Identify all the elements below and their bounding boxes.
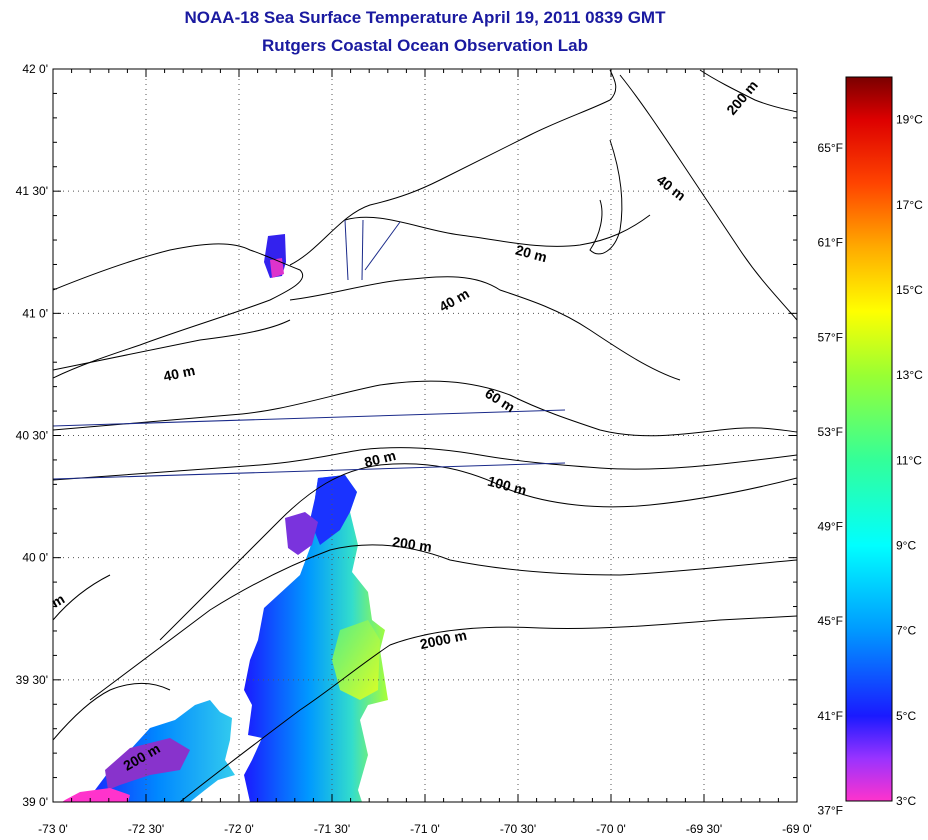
contour-40m-north [289, 276, 681, 381]
y-tick-label-0: 42 0' [22, 62, 48, 76]
contour-40m-west [53, 319, 291, 371]
celsius-label-8: 3°C [896, 794, 916, 808]
contour-southwest-slope [53, 574, 111, 621]
colorbar-fahrenheit-labels: 65°F 61°F 57°F 53°F 49°F 45°F 41°F 37°F [818, 141, 843, 817]
y-tick-label-2: 41 0' [22, 306, 48, 320]
celsius-label-2: 15°C [896, 283, 923, 297]
track-line-4 [361, 219, 364, 281]
contour-40m-cape [619, 74, 797, 321]
track-line-3 [344, 219, 349, 281]
x-tick-label-1: -72 30' [128, 822, 164, 836]
contour-label-5: 60 m [482, 385, 518, 415]
y-tick-label-5: 39 30' [16, 673, 48, 687]
map-frame [52, 68, 798, 803]
map-title: NOAA-18 Sea Surface Temperature April 19… [184, 8, 666, 27]
x-tick-label-5: -70 30' [500, 822, 536, 836]
contour-60m [53, 380, 797, 437]
track-line-1 [52, 409, 566, 427]
contour-100m [159, 463, 797, 641]
y-tick-label-1: 41 30' [16, 184, 48, 198]
coastline-ct-ri [289, 69, 617, 266]
temperature-colorbar: 65°F 61°F 57°F 53°F 49°F 45°F 41°F 37°F 19°C 17°… [818, 76, 923, 817]
sst-patch-main [244, 475, 388, 802]
contour-200m-southwest [53, 682, 171, 741]
bathymetry-contours [53, 69, 797, 802]
y-tick-label-4: 40 0' [22, 551, 48, 565]
sst-patch-purple-sw [105, 738, 190, 790]
x-tick-label-7: -69 30' [686, 822, 722, 836]
x-tick-label-2: -72 0' [224, 822, 254, 836]
celsius-label-0: 19°C [896, 113, 923, 127]
contour-label-6: 80 m [363, 447, 398, 470]
celsius-label-5: 9°C [896, 538, 916, 552]
x-tick-label-0: -73 0' [38, 822, 68, 836]
fahrenheit-label-1: 61°F [818, 236, 843, 250]
contour-80m [53, 447, 797, 481]
fahrenheit-label-5: 45°F [818, 614, 843, 628]
contour-label-8: 200 m [391, 533, 433, 554]
fahrenheit-label-6: 41°F [818, 709, 843, 723]
x-tick-label-4: -71 0' [410, 822, 440, 836]
latitude-labels: 42 0' 41 30' 41 0' 40 30' 40 0' 39 30' 39 0' [16, 62, 48, 809]
contour-label-4: 40 m [162, 362, 197, 384]
coastline-long-island [53, 243, 303, 379]
colorbar-celsius-labels: 19°C 17°C 15°C 13°C 11°C 9°C 7°C 5°C 3°C [896, 113, 923, 808]
fahrenheit-label-0: 65°F [818, 141, 843, 155]
contour-20m [344, 214, 651, 247]
contour-label-1: 40 m [654, 172, 689, 204]
contour-200m-shelf [89, 544, 797, 701]
track-line-2 [52, 462, 566, 480]
contour-label-2: 20 m [514, 242, 549, 266]
fahrenheit-label-7: 37°F [818, 803, 843, 817]
contour-200m-north [699, 69, 797, 113]
sst-patch-magenta-sw [62, 788, 130, 802]
x-tick-label-8: -69 0' [782, 822, 812, 836]
contour-label-7: 100 m [486, 473, 528, 499]
y-tick-label-3: 40 30' [16, 429, 48, 443]
track-lines [52, 219, 566, 480]
fahrenheit-label-3: 53°F [818, 425, 843, 439]
longitude-labels: -73 0' -72 30' -72 0' -71 30' -71 0' -70 30' -… [38, 822, 812, 836]
track-line-5 [364, 221, 401, 271]
map-subtitle: Rutgers Coastal Ocean Observation Lab [262, 36, 588, 55]
contour-label-3: 40 m [436, 285, 472, 315]
sst-data-layer [62, 234, 388, 802]
y-tick-label-6: 39 0' [22, 795, 48, 809]
sst-patch-coastal-north-magenta [270, 258, 284, 278]
contour-labels: 200 m 40 m 20 m 40 m 40 m 60 m 80 m 100 m 200 m 2… [49, 77, 761, 774]
colorbar-gradient [845, 76, 893, 802]
celsius-label-1: 17°C [896, 198, 923, 212]
contour-2000m [179, 615, 797, 802]
celsius-label-3: 13°C [896, 368, 923, 382]
celsius-label-7: 5°C [896, 709, 916, 723]
coastline-cape-cod [589, 139, 623, 255]
fahrenheit-label-2: 57°F [818, 330, 843, 344]
celsius-label-4: 11°C [896, 453, 922, 467]
contour-label-9: 2000 m [418, 627, 468, 653]
x-tick-label-3: -71 30' [314, 822, 350, 836]
graticule [53, 69, 797, 802]
contour-label-0: 200 m [723, 77, 761, 118]
celsius-label-6: 7°C [896, 624, 916, 638]
x-tick-label-6: -70 0' [596, 822, 626, 836]
sst-patch-north-blue [310, 475, 357, 545]
sst-patch-purple-north [285, 512, 318, 555]
fahrenheit-label-4: 49°F [818, 520, 843, 534]
axis-ticks [52, 68, 798, 803]
